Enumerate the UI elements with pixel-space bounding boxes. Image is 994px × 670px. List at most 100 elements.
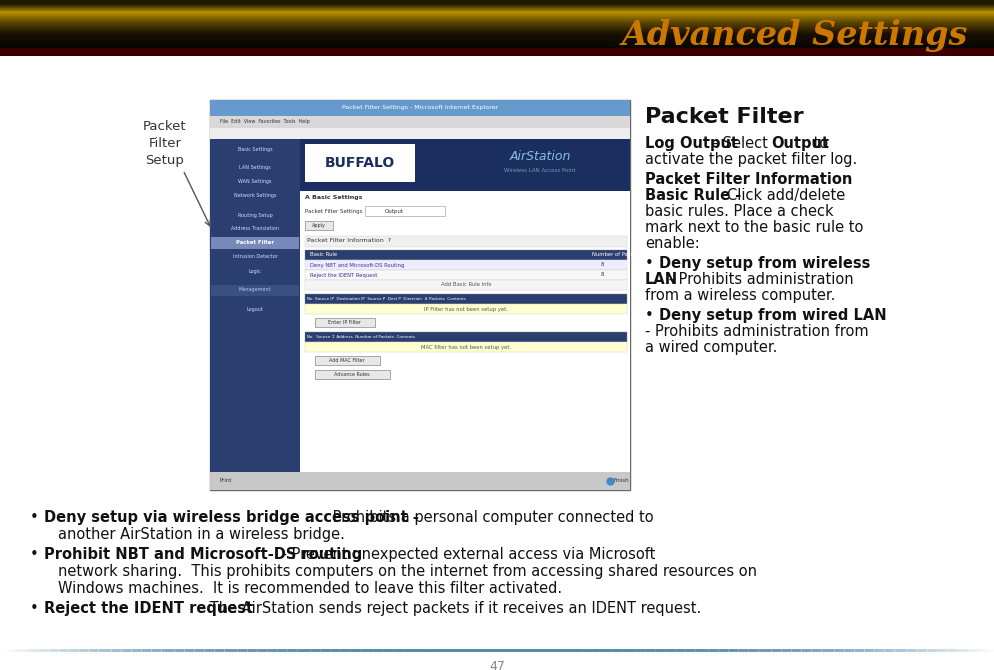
Bar — [210, 128, 629, 139]
Bar — [300, 139, 629, 191]
Text: •: • — [30, 601, 39, 616]
Text: Finish: Finish — [613, 478, 629, 484]
Text: Advance Rules: Advance Rules — [334, 372, 370, 377]
Bar — [0, 32, 994, 34]
Bar — [315, 318, 375, 327]
Text: Output: Output — [385, 208, 404, 214]
Bar — [0, 11, 994, 13]
Bar — [0, 3, 994, 5]
Text: Logic: Logic — [248, 269, 261, 273]
Text: MAC filter has not been setup yet.: MAC filter has not been setup yet. — [420, 344, 511, 350]
Bar — [0, 5, 994, 7]
Text: Packet
Filter
Setup: Packet Filter Setup — [143, 120, 187, 167]
Bar — [0, 36, 994, 37]
Text: - Prohibits administration: - Prohibits administration — [663, 272, 853, 287]
Text: Packet Filter: Packet Filter — [644, 107, 803, 127]
Text: - The AirStation sends reject packets if it receives an IDENT request.: - The AirStation sends reject packets if… — [195, 601, 701, 616]
Bar — [0, 48, 994, 56]
Text: to: to — [808, 136, 827, 151]
Bar — [0, 27, 994, 28]
Bar — [365, 206, 444, 216]
Bar — [305, 294, 626, 304]
Bar — [0, 40, 994, 42]
Text: Enter IP Filter: Enter IP Filter — [328, 320, 361, 325]
Bar — [0, 44, 994, 45]
Bar — [210, 139, 300, 488]
Bar — [0, 13, 994, 14]
Text: a wired computer.: a wired computer. — [644, 340, 776, 355]
Bar — [0, 9, 994, 11]
Text: Wireless LAN Access Point: Wireless LAN Access Point — [504, 168, 576, 172]
Bar — [0, 12, 994, 13]
Bar — [0, 31, 994, 32]
Text: A Basic Settings: A Basic Settings — [305, 195, 362, 200]
Bar — [0, 38, 994, 40]
Bar — [0, 23, 994, 24]
Text: 8: 8 — [599, 263, 603, 267]
Text: - Prevent unexpected external access via Microsoft: - Prevent unexpected external access via… — [276, 547, 655, 562]
Text: •: • — [644, 256, 653, 271]
Bar — [0, 21, 994, 23]
Bar — [0, 43, 994, 44]
Text: LAN: LAN — [644, 272, 678, 287]
Bar — [315, 356, 380, 365]
Bar — [0, 43, 994, 44]
Bar — [211, 237, 299, 249]
Bar — [0, 10, 994, 11]
Bar — [0, 38, 994, 39]
Bar — [0, 27, 994, 29]
Bar — [0, 46, 994, 47]
Text: AirStation: AirStation — [509, 149, 571, 163]
Bar — [305, 304, 626, 314]
Bar — [315, 370, 390, 379]
Bar — [210, 472, 629, 490]
Text: Logout: Logout — [247, 306, 263, 312]
Bar — [210, 139, 629, 488]
Text: Deny setup from wired LAN: Deny setup from wired LAN — [658, 308, 886, 323]
Text: Prohibits a personal computer connected to: Prohibits a personal computer connected … — [327, 510, 652, 525]
Bar — [0, 20, 994, 21]
Bar — [0, 31, 994, 33]
Bar — [0, 20, 994, 21]
Text: - Prohibits administration from: - Prohibits administration from — [644, 324, 868, 339]
Bar — [0, 23, 994, 25]
Text: 8: 8 — [599, 273, 603, 277]
Text: Prohibit NBT and Microsoft-DS routing: Prohibit NBT and Microsoft-DS routing — [44, 547, 362, 562]
Text: •: • — [30, 547, 39, 562]
Bar — [0, 39, 994, 40]
Text: Deny setup via wireless bridge access point -: Deny setup via wireless bridge access po… — [44, 510, 418, 525]
Bar — [0, 37, 994, 38]
Bar — [0, 47, 994, 48]
Text: Packet Filter Information  ?: Packet Filter Information ? — [307, 239, 391, 243]
Text: Reject the IDENT Request: Reject the IDENT Request — [310, 273, 377, 277]
Bar — [0, 22, 994, 23]
Text: Intrusion Detector: Intrusion Detector — [233, 255, 277, 259]
Bar — [0, 29, 994, 31]
Text: Add MAC Filter: Add MAC Filter — [329, 358, 365, 363]
Bar — [305, 250, 626, 260]
Text: Basic Settings: Basic Settings — [238, 147, 272, 151]
Bar — [0, 45, 994, 46]
Bar — [0, 1, 994, 2]
Text: mark next to the basic rule to: mark next to the basic rule to — [644, 220, 863, 235]
Bar — [305, 144, 414, 182]
Bar — [0, 15, 994, 17]
Text: Packet Filter: Packet Filter — [236, 241, 273, 245]
Text: Apply: Apply — [312, 223, 326, 228]
Bar — [0, 21, 994, 22]
Text: Address Translation: Address Translation — [231, 226, 278, 232]
Bar — [0, 25, 994, 26]
Bar — [305, 342, 626, 352]
Text: Deny setup from wireless: Deny setup from wireless — [658, 256, 870, 271]
Text: activate the packet filter log.: activate the packet filter log. — [644, 152, 857, 167]
Text: enable:: enable: — [644, 236, 699, 251]
Text: Windows machines.  It is recommended to leave this filter activated.: Windows machines. It is recommended to l… — [58, 581, 562, 596]
Bar — [0, 42, 994, 43]
Text: •: • — [30, 510, 39, 525]
Bar — [210, 100, 629, 116]
Bar — [0, 9, 994, 10]
Text: another AirStation in a wireless bridge.: another AirStation in a wireless bridge. — [58, 527, 345, 542]
Bar — [305, 270, 626, 280]
Text: network sharing.  This prohibits computers on the internet from accessing shared: network sharing. This prohibits computer… — [58, 564, 756, 579]
Bar — [0, 4, 994, 5]
